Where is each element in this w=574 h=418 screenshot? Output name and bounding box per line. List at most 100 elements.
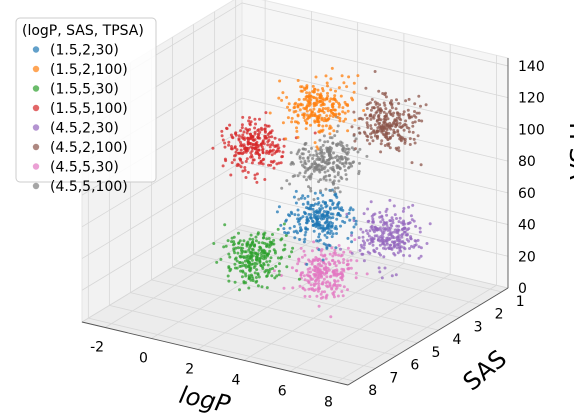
data-point	[248, 269, 252, 273]
data-point	[408, 221, 412, 225]
data-point	[238, 265, 242, 268]
data-point	[381, 235, 385, 239]
data-point	[386, 117, 390, 121]
data-point	[385, 135, 389, 139]
data-point	[324, 257, 328, 261]
data-point	[316, 92, 320, 96]
data-point	[255, 172, 259, 176]
data-point	[274, 150, 278, 154]
data-point	[368, 242, 372, 246]
data-point	[244, 159, 248, 163]
data-point	[293, 105, 297, 109]
data-point	[265, 286, 269, 290]
data-point	[271, 267, 275, 270]
data-point	[291, 286, 295, 290]
y-tick-label: 3	[474, 319, 483, 335]
data-point	[425, 242, 429, 245]
data-point	[369, 127, 373, 130]
data-point	[305, 91, 309, 95]
data-point	[395, 236, 399, 240]
data-point	[319, 271, 323, 275]
data-point	[319, 189, 322, 193]
data-point	[357, 172, 361, 176]
data-point	[250, 247, 254, 251]
data-point	[332, 129, 336, 133]
data-point	[389, 112, 393, 116]
data-point	[312, 229, 316, 233]
data-point	[375, 129, 379, 133]
data-point	[336, 173, 340, 177]
data-point	[407, 126, 411, 130]
data-point	[362, 212, 366, 216]
z-tick-label: 140	[518, 59, 545, 75]
data-point	[236, 162, 240, 166]
data-point	[354, 219, 358, 223]
data-point	[324, 124, 328, 128]
data-point	[324, 243, 328, 247]
data-point	[331, 112, 335, 116]
data-point	[346, 288, 349, 292]
data-point	[257, 156, 261, 160]
data-point	[401, 232, 405, 236]
data-point	[383, 121, 387, 125]
data-point	[312, 107, 316, 111]
z-grid-left	[81, 224, 243, 323]
data-point	[246, 170, 250, 174]
data-point	[302, 165, 306, 169]
data-point	[241, 249, 245, 253]
data-point	[335, 130, 339, 133]
data-point	[294, 201, 298, 205]
y-tick-label: 5	[432, 345, 441, 361]
y-tick-label: 1	[516, 294, 525, 310]
data-point	[226, 274, 230, 278]
z-grid-left	[81, 129, 243, 228]
data-point	[375, 247, 379, 250]
data-point	[395, 224, 399, 228]
data-point	[299, 196, 303, 200]
data-point	[377, 89, 381, 93]
data-point	[244, 272, 247, 276]
data-point	[277, 161, 281, 165]
data-point	[362, 246, 366, 250]
data-point	[352, 225, 356, 229]
data-point	[324, 174, 328, 178]
data-point	[417, 119, 421, 122]
data-point	[296, 79, 300, 82]
data-point	[334, 225, 338, 228]
data-point	[349, 206, 353, 210]
data-point	[221, 164, 225, 168]
data-point	[307, 212, 311, 216]
data-point	[339, 94, 343, 98]
data-point	[323, 140, 327, 144]
data-point	[371, 243, 375, 247]
data-point	[350, 125, 354, 129]
data-point	[263, 178, 267, 181]
data-point	[308, 205, 312, 209]
data-point	[417, 256, 421, 260]
data-point	[272, 238, 276, 242]
data-point	[344, 147, 348, 151]
data-point	[253, 132, 257, 136]
data-point	[333, 280, 337, 284]
data-point	[325, 284, 329, 288]
data-point	[281, 91, 285, 95]
data-point	[246, 242, 250, 246]
data-point	[322, 151, 326, 155]
data-point	[302, 210, 306, 214]
data-point	[399, 118, 403, 122]
data-point	[395, 111, 399, 115]
data-point	[321, 107, 325, 110]
data-point	[329, 146, 333, 150]
data-point	[363, 132, 367, 135]
data-point	[402, 128, 406, 132]
data-point	[316, 268, 320, 272]
data-point	[326, 109, 330, 113]
data-point	[393, 118, 397, 122]
data-point	[418, 226, 422, 230]
data-point	[240, 161, 244, 165]
data-point	[302, 274, 306, 278]
data-point	[295, 129, 299, 133]
data-point	[390, 274, 394, 278]
data-point	[327, 150, 331, 154]
